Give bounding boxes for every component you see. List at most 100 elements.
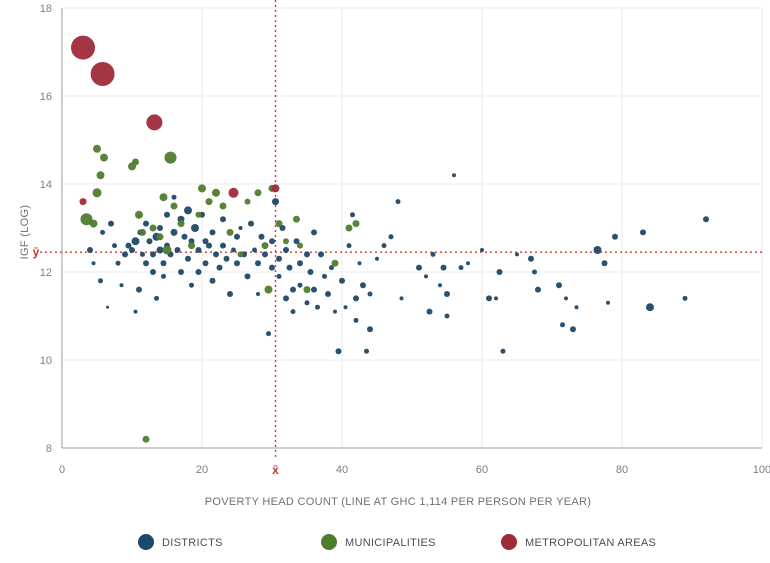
- data-point: [170, 202, 178, 210]
- data-point: [219, 202, 227, 210]
- data-point: [184, 206, 192, 215]
- data-point: [438, 283, 442, 288]
- data-point: [87, 247, 93, 253]
- data-point: [146, 114, 163, 131]
- data-point: [272, 198, 279, 206]
- data-point: [181, 233, 188, 240]
- data-point: [195, 269, 202, 275]
- data-point: [262, 251, 268, 258]
- data-point: [256, 292, 260, 296]
- data-point: [100, 229, 106, 235]
- data-point: [343, 305, 348, 310]
- data-point: [606, 300, 610, 305]
- y-tick-label: 12: [40, 267, 52, 279]
- data-point: [318, 251, 324, 258]
- data-point: [528, 255, 534, 262]
- data-point: [535, 286, 541, 293]
- data-points: [71, 35, 709, 443]
- data-point: [132, 158, 139, 166]
- data-point: [98, 278, 103, 284]
- data-point: [231, 247, 236, 253]
- data-point: [353, 317, 359, 323]
- data-point: [560, 322, 565, 328]
- data-point: [188, 242, 195, 250]
- data-point: [350, 212, 355, 218]
- data-point: [297, 260, 303, 267]
- data-point: [357, 261, 362, 266]
- data-point: [375, 256, 379, 261]
- data-point: [297, 242, 303, 249]
- data-point: [304, 251, 310, 258]
- data-point: [209, 229, 216, 236]
- legend-item: METROPOLITAN AREAS: [501, 534, 656, 550]
- data-point: [466, 261, 470, 266]
- data-point: [135, 210, 143, 219]
- data-point: [480, 248, 484, 252]
- data-point: [331, 259, 339, 267]
- legend-label: MUNICIPALITIES: [345, 537, 436, 549]
- data-point: [100, 153, 108, 162]
- data-point: [162, 245, 172, 255]
- data-point: [276, 273, 282, 279]
- x-tick-label: 80: [616, 464, 628, 476]
- data-point: [131, 237, 140, 246]
- data-point: [266, 331, 271, 337]
- data-point: [399, 296, 404, 301]
- data-point: [146, 238, 153, 245]
- data-point: [290, 286, 296, 293]
- data-point: [335, 348, 342, 355]
- data-point: [283, 247, 289, 253]
- data-point: [426, 308, 433, 315]
- data-point: [424, 274, 428, 279]
- data-point: [440, 264, 447, 271]
- data-point: [93, 144, 101, 153]
- data-point: [206, 242, 212, 249]
- data-point: [333, 309, 337, 314]
- data-point: [339, 277, 345, 284]
- data-point: [496, 269, 503, 275]
- data-point: [90, 62, 115, 86]
- y-mean-label: ȳ: [33, 245, 40, 259]
- data-point: [364, 348, 369, 354]
- data-point: [307, 269, 314, 275]
- data-point: [161, 273, 166, 279]
- data-point: [139, 228, 146, 236]
- data-point: [209, 277, 216, 284]
- data-point: [227, 291, 233, 297]
- y-tick-label: 10: [40, 355, 52, 367]
- data-point: [115, 260, 121, 266]
- data-point: [129, 247, 135, 253]
- data-point: [367, 291, 373, 297]
- data-point: [381, 243, 387, 249]
- data-point: [96, 171, 105, 180]
- data-point: [228, 187, 239, 198]
- data-point: [154, 295, 159, 301]
- data-point: [430, 251, 436, 257]
- data-point: [171, 194, 177, 200]
- data-point: [89, 219, 98, 228]
- data-point: [261, 242, 269, 250]
- data-point: [275, 220, 283, 228]
- data-point: [346, 243, 352, 249]
- data-point: [202, 238, 209, 245]
- data-point: [195, 211, 202, 218]
- series-districts: [87, 173, 709, 355]
- legend-item: DISTRICTS: [138, 534, 222, 550]
- x-axis-title: POVERTY HEAD COUNT (LINE AT GHC 1,114 PE…: [205, 496, 591, 508]
- data-point: [223, 255, 230, 262]
- data-point: [164, 151, 177, 164]
- data-point: [143, 260, 149, 267]
- data-point: [612, 233, 618, 240]
- data-point: [286, 264, 293, 271]
- data-point: [156, 233, 164, 241]
- data-point: [238, 226, 243, 230]
- data-point: [601, 260, 608, 267]
- y-axis-title: IGF (LOG): [19, 205, 31, 260]
- data-point: [119, 283, 124, 288]
- data-point: [226, 228, 234, 236]
- legend-swatch: [321, 534, 337, 550]
- data-point: [79, 198, 87, 206]
- x-mean-label: x̄: [272, 463, 279, 477]
- data-point: [395, 199, 401, 205]
- data-point: [329, 265, 334, 271]
